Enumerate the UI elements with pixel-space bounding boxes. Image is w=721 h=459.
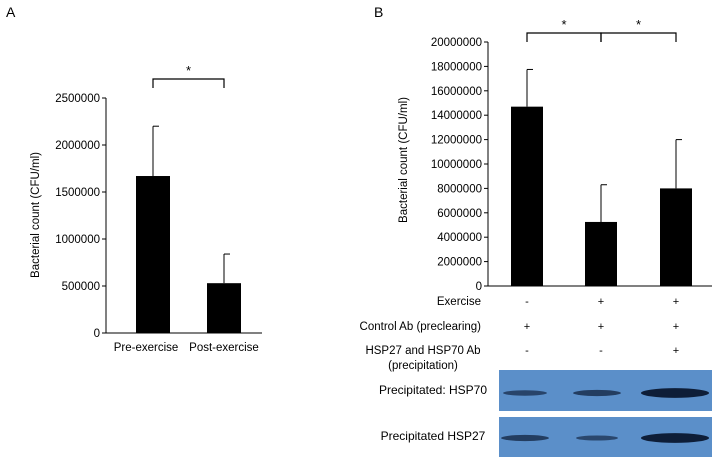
blot-band — [641, 388, 709, 398]
blot-band — [501, 434, 549, 442]
panel-b: B Bacterial count (CFU/ml) 0 2000000 40000… — [360, 4, 712, 457]
panel-b-label: B — [374, 4, 383, 20]
panel-b-y-axis-title: Bacterial count (CFU/ml) — [398, 97, 410, 223]
conditions-table: Exercise - + + Control Ab (preclearing) … — [360, 296, 680, 372]
condition-sign: - — [599, 345, 603, 357]
panel-a-significance: * — [152, 63, 225, 88]
panel-b-significance-bracket — [526, 32, 602, 42]
panel-b-y-tick-label: 4000000 — [437, 232, 482, 244]
panel-b-bar — [660, 188, 692, 286]
panel-a-category-post: Post-exercise — [189, 342, 259, 354]
panel-a-bars — [136, 125, 241, 333]
panel-b-y-tick-label: 0 — [476, 281, 482, 293]
blot-hsp27-label: Precipitated HSP27 — [381, 429, 486, 443]
panel-a-y-tick-label: 500000 — [62, 281, 100, 293]
condition-sign: + — [598, 321, 604, 333]
condition-sign: + — [673, 345, 679, 357]
panel-b-y-tick-label: 14000000 — [431, 110, 482, 122]
panel-b-y-ticks: 0 2000000 4000000 6000000 8000000 10000000 120… — [431, 37, 488, 293]
panel-b-significance: * * — [526, 17, 677, 42]
panel-b-significance-star: * — [636, 17, 641, 32]
panel-b-y-tick-label: 20000000 — [431, 37, 482, 49]
blot-band — [573, 389, 621, 397]
panel-a-y-axis-title: Bacterial count (CFU/ml) — [30, 152, 42, 278]
panel-a-category-pre: Pre-exercise — [114, 342, 179, 354]
panel-b-significance-star: * — [561, 17, 566, 32]
condition-exercise-label: Exercise — [437, 296, 481, 308]
panel-a-significance-bracket — [152, 78, 225, 88]
panel-a-y-tick-label: 2500000 — [55, 93, 100, 105]
panel-a-y-tick-label: 1000000 — [55, 234, 100, 246]
panel-a-y-tick-label: 0 — [94, 328, 100, 340]
condition-sign: - — [525, 345, 529, 357]
condition-control-ab-label: Control Ab (preclearing) — [360, 321, 482, 333]
panel-a-bar — [207, 283, 241, 333]
condition-sign: + — [598, 296, 604, 308]
blot-hsp70-label: Precipitated: HSP70 — [379, 383, 487, 397]
panel-a-y-tick-label: 2000000 — [55, 140, 100, 152]
condition-sign: + — [673, 296, 679, 308]
blot-bands — [501, 388, 709, 443]
panel-a-y-ticks: 0 500000 1000000 1500000 2000000 2500000 — [55, 93, 106, 340]
blot-band — [503, 390, 547, 396]
condition-hsp-ab-label-line2: (precipitation) — [388, 360, 458, 372]
blot-band — [641, 433, 709, 443]
panel-b-significance-bracket — [600, 32, 677, 42]
panel-b-bars — [511, 68, 692, 286]
panel-b-y-tick-label: 16000000 — [431, 86, 482, 98]
condition-hsp-ab-label-line1: HSP27 and HSP70 Ab — [365, 345, 480, 357]
panel-b-bar — [511, 106, 543, 286]
panel-b-bar — [585, 221, 617, 286]
western-blots: Precipitated: HSP70 Precipitated HSP27 — [379, 370, 712, 457]
condition-sign: + — [673, 321, 679, 333]
condition-sign: + — [524, 321, 530, 333]
panel-a-significance-star: * — [186, 63, 191, 78]
panel-b-y-tick-label: 2000000 — [437, 257, 482, 269]
panel-b-y-tick-label: 18000000 — [431, 61, 482, 73]
panel-b-y-tick-label: 6000000 — [437, 208, 482, 220]
panel-b-y-tick-label: 12000000 — [431, 135, 482, 147]
panel-a-bar — [136, 176, 170, 333]
panel-b-y-tick-label: 8000000 — [437, 183, 482, 195]
panel-a: A Bacterial count (CFU/ml) 0 500000 100000… — [6, 4, 262, 354]
blot-band — [576, 435, 618, 441]
panel-a-label: A — [6, 4, 16, 20]
panel-b-y-tick-label: 10000000 — [431, 159, 482, 171]
condition-sign: - — [525, 296, 529, 308]
panel-a-y-tick-label: 1500000 — [55, 187, 100, 199]
